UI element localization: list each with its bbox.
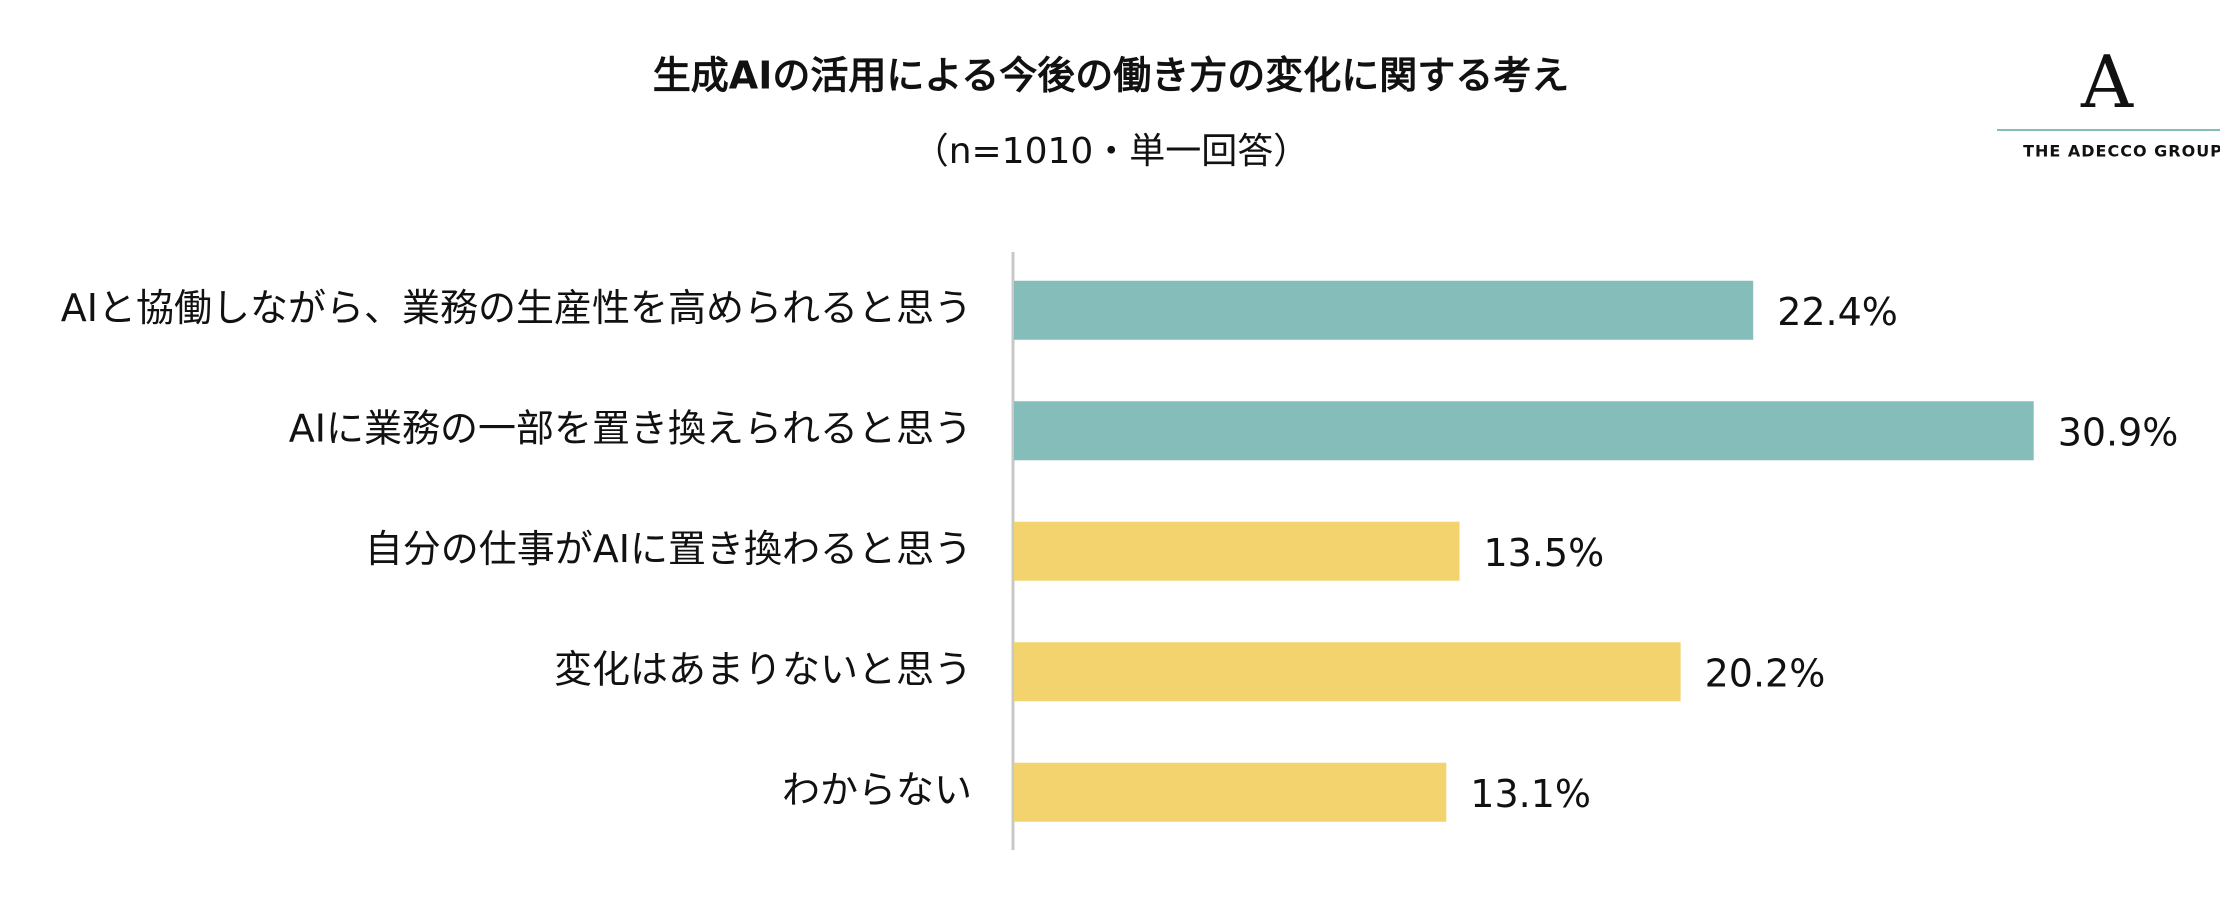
logo-text: THE ADECCO GROUP (2023, 142, 2220, 161)
logo-mark: A (2080, 40, 2134, 124)
category-label: 変化はあまりないと思う (554, 647, 972, 691)
category-label: 自分の仕事がAIに置き換わると思う (365, 527, 972, 571)
bar (1014, 521, 1460, 581)
value-label: 13.5% (1484, 531, 1605, 575)
bar (1014, 642, 1681, 702)
value-label: 30.9% (2058, 410, 2179, 454)
bar (1014, 280, 1754, 340)
value-label: 20.2% (1705, 651, 1826, 695)
bar (1014, 401, 2034, 461)
category-label: わからない (782, 768, 972, 812)
value-label: 13.1% (1470, 772, 1591, 816)
value-label: 22.4% (1777, 290, 1898, 334)
chart-title: 生成AIの活用による今後の働き方の変化に関する考え (653, 54, 1569, 98)
category-label: AIと協働しながら、業務の生産性を高められると思う (61, 286, 972, 330)
bar (1014, 762, 1447, 822)
category-label: AIに業務の一部を置き換えられると思う (289, 406, 972, 450)
chart-subtitle: （n=1010・単一回答） (913, 131, 1310, 172)
